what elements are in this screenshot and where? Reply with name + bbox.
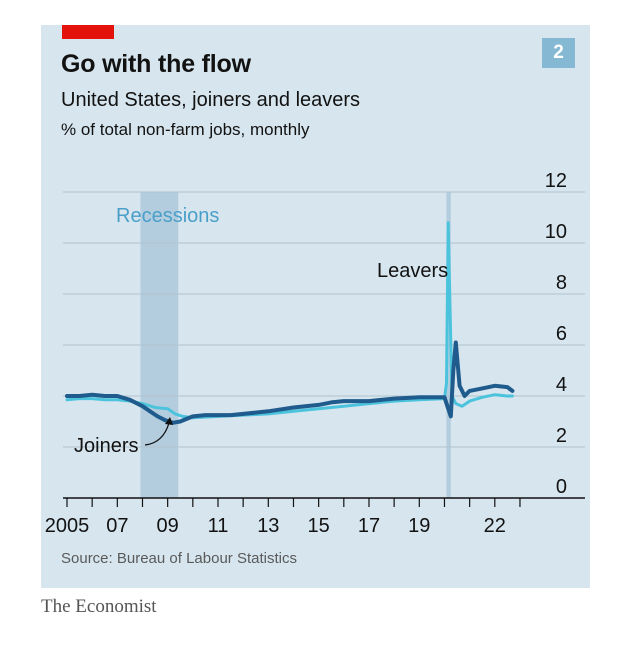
plot-area: 2005 07 09 11 13 15 17 19 22 0 2 4 6 8 10 12 Recession…	[45, 170, 585, 537]
recession-label: Recessions	[116, 205, 219, 227]
chart-subtitle: United States, joiners and leavers	[61, 89, 361, 111]
x-tick-label-2007: 07	[106, 515, 128, 537]
series-line-leavers	[65, 221, 514, 420]
chart-number-badge: 2	[542, 38, 575, 68]
y-tick-label-2: 2	[556, 425, 567, 447]
x-tick-label-2009: 09	[157, 515, 179, 537]
series-lines	[65, 221, 515, 425]
source-note: Source: Bureau of Labour Statistics	[61, 550, 297, 567]
chart-panel: 2 Go with the flow United States, joiner…	[41, 25, 590, 588]
y-axis-labels: 0 2 4 6 8 10 12	[545, 170, 567, 498]
x-tick-label-2005: 2005	[45, 515, 90, 537]
y-tick-label-0: 0	[556, 476, 567, 498]
y-tick-label-10: 10	[545, 221, 567, 243]
x-tick-label-2013: 13	[257, 515, 279, 537]
joiners-series-label: Joiners	[74, 435, 138, 457]
x-tick-label-2022: 22	[484, 515, 506, 537]
joiners-pointer-line	[144, 422, 170, 446]
x-tick-label-2019: 19	[408, 515, 430, 537]
series-line-joiners	[65, 340, 515, 425]
x-tick-label-2011: 11	[208, 515, 229, 537]
x-axis: 2005 07 09 11 13 15 17 19 22	[45, 497, 585, 537]
x-tick-label-2017: 17	[358, 515, 380, 537]
y-tick-label-12: 12	[545, 170, 567, 192]
y-tick-label-4: 4	[556, 374, 567, 396]
brand-red-tag	[62, 25, 114, 39]
y-tick-label-6: 6	[556, 323, 567, 345]
publisher-brand: The Economist	[41, 596, 157, 617]
unit-note: % of total non-farm jobs, monthly	[61, 120, 310, 139]
joiners-pointer-arrowhead	[165, 417, 173, 425]
leavers-series-label: Leavers	[377, 260, 448, 282]
x-tick-label-2015: 15	[308, 515, 330, 537]
chart-title: Go with the flow	[61, 50, 251, 78]
y-tick-label-8: 8	[556, 272, 567, 294]
